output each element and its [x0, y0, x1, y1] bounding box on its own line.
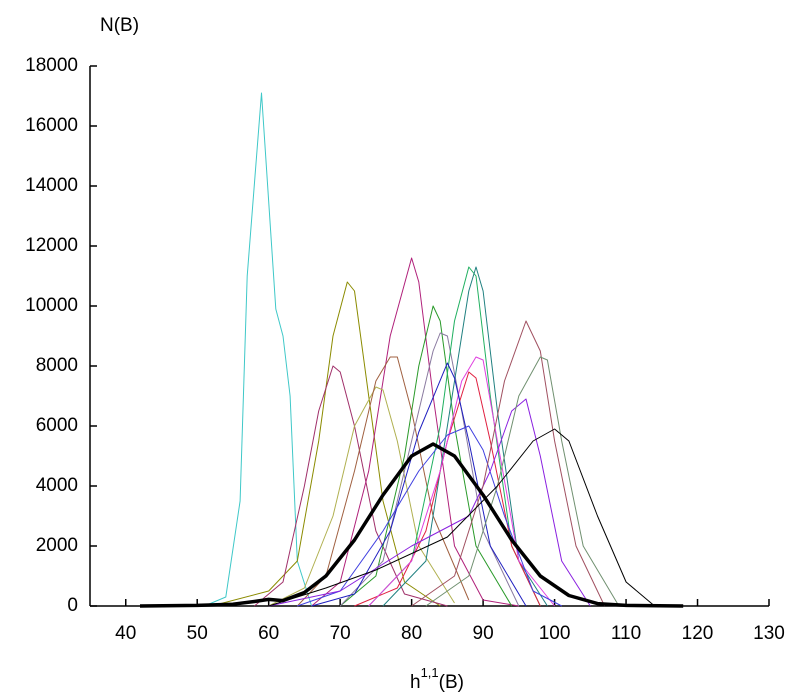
y-tick-label: 16000 — [25, 115, 78, 136]
series-line — [311, 257, 519, 607]
series-line — [268, 398, 591, 607]
y-tick-label: 2000 — [36, 535, 78, 556]
x-tick-label: 110 — [611, 623, 641, 644]
series-line — [339, 332, 520, 607]
series-line — [268, 386, 455, 607]
series-line — [204, 92, 313, 607]
y-tick-label: 10000 — [25, 295, 78, 316]
y-tick-label: 12000 — [25, 235, 78, 256]
series-line — [296, 356, 470, 607]
x-tick-label: 50 — [187, 623, 208, 644]
y-axis-label: N(B) — [100, 15, 139, 36]
series-line — [368, 356, 555, 607]
series-line — [368, 266, 541, 607]
x-tick-label: 100 — [539, 623, 571, 644]
x-tick-label: 80 — [401, 623, 422, 644]
x-label-base: h — [410, 672, 421, 693]
series-line — [297, 425, 562, 607]
y-tick-label: 8000 — [36, 355, 78, 376]
x-tick-label: 120 — [682, 623, 714, 644]
x-axis-label: h1,1(B) — [410, 665, 464, 693]
x-label-suffix: (B) — [439, 672, 464, 693]
series-line — [268, 428, 655, 607]
y-tick-label: 18000 — [25, 55, 78, 76]
series-line — [139, 442, 684, 608]
series-line — [425, 356, 620, 607]
x-tick-label: 40 — [115, 623, 136, 644]
x-label-sup: 1,1 — [421, 665, 439, 680]
x-tick-label: 70 — [330, 623, 351, 644]
x-tick-label: 90 — [473, 623, 494, 644]
series-line — [382, 266, 548, 607]
series-line — [254, 365, 448, 607]
y-tick-label: 14000 — [25, 175, 78, 196]
y-tick-label: 6000 — [36, 415, 78, 436]
y-tick-label: 0 — [67, 595, 78, 616]
series-line — [339, 305, 513, 607]
series-line — [411, 320, 606, 607]
series-line — [354, 371, 541, 607]
x-tick-label: 130 — [753, 623, 785, 644]
x-tick-label: 60 — [258, 623, 279, 644]
y-tick-label: 4000 — [36, 475, 78, 496]
series-line — [211, 281, 441, 607]
